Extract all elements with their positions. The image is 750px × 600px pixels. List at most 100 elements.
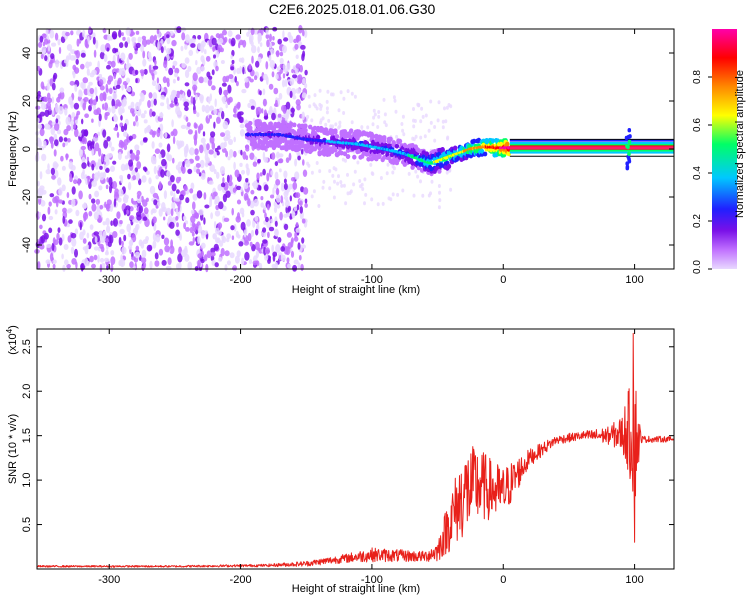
noise-cell <box>62 142 66 148</box>
noise-cell <box>292 181 298 190</box>
signal-cell <box>364 151 370 157</box>
noise-cell <box>240 149 243 156</box>
noise-cell <box>196 66 202 75</box>
noise-cell <box>73 179 78 185</box>
noise-cell <box>49 59 53 65</box>
noise-cell <box>353 169 357 174</box>
noise-cell <box>125 77 131 84</box>
noise-cell <box>334 122 338 127</box>
noise-cell <box>114 188 120 197</box>
noise-cell <box>211 141 216 150</box>
bottom-y-axis-label: SNR (10 * v/v) <box>7 414 19 484</box>
noise-cell <box>75 58 79 65</box>
noise-cell <box>97 158 102 166</box>
noise-cell <box>263 205 267 211</box>
noise-cell <box>49 252 54 262</box>
noise-cell <box>50 167 56 176</box>
noise-cell <box>127 173 131 180</box>
noise-cell <box>268 256 271 262</box>
noise-cell <box>269 59 275 69</box>
noise-cell <box>285 200 290 208</box>
noise-cell <box>133 121 136 127</box>
carrier-band <box>509 143 674 146</box>
noise-cell <box>372 115 376 120</box>
noise-cell <box>113 198 117 208</box>
noise-cell <box>252 219 256 228</box>
signal-cell <box>297 123 302 129</box>
noise-cell <box>172 157 175 164</box>
noise-cell <box>253 198 259 207</box>
noise-cell <box>209 93 212 102</box>
noise-cell <box>246 219 251 227</box>
noise-cell <box>299 200 303 207</box>
noise-cell <box>277 159 283 164</box>
noise-cell <box>41 153 47 162</box>
noise-cell <box>220 247 225 257</box>
x-tick-label: -100 <box>361 274 383 286</box>
noise-cell <box>170 175 175 183</box>
noise-cell <box>198 94 204 101</box>
noise-cell <box>103 102 109 111</box>
noise-cell <box>331 124 335 129</box>
noise-cell <box>116 211 121 220</box>
noise-cell <box>252 180 259 190</box>
noise-cell <box>105 167 110 173</box>
noise-cell <box>153 165 157 175</box>
noise-cell <box>295 63 301 69</box>
noise-cell <box>152 216 157 224</box>
noise-cell <box>66 44 73 51</box>
noise-cell <box>245 163 249 169</box>
noise-cell <box>276 187 279 196</box>
noise-cell <box>280 254 286 262</box>
noise-cell <box>337 174 340 179</box>
noise-cell <box>253 156 258 162</box>
noise-cell <box>263 156 269 163</box>
noise-cell <box>393 98 397 103</box>
noise-cell <box>134 167 138 173</box>
noise-cell <box>370 197 374 202</box>
noise-cell <box>222 29 227 36</box>
noise-cell <box>259 90 262 96</box>
noise-cell <box>49 29 55 39</box>
noise-cell <box>167 180 172 186</box>
noise-cell <box>120 177 124 184</box>
noise-cell <box>259 172 263 177</box>
noise-cell <box>263 115 269 120</box>
noise-cell <box>229 252 235 259</box>
noise-cell <box>186 122 191 127</box>
noise-cell <box>217 222 223 229</box>
noise-cell <box>290 250 295 258</box>
noise-cell <box>233 161 236 171</box>
noise-cell <box>45 169 51 175</box>
noise-cell <box>150 99 154 108</box>
noise-cell <box>179 93 183 101</box>
signal-cell <box>482 151 488 157</box>
noise-cell <box>251 55 254 64</box>
signal-cell <box>471 138 477 144</box>
colorbar-tick-label: 0.6 <box>692 118 703 132</box>
noise-cell <box>227 97 231 106</box>
signal-cell <box>626 134 631 140</box>
noise-cell <box>142 239 149 245</box>
signal-cell <box>627 159 632 164</box>
signal-cell <box>490 138 496 144</box>
noise-cell <box>262 98 267 107</box>
noise-cell <box>105 217 110 226</box>
noise-cell <box>254 216 259 222</box>
noise-cell <box>101 262 106 269</box>
noise-cell <box>82 203 88 209</box>
noise-cell <box>436 118 440 123</box>
noise-cell <box>300 44 306 50</box>
noise-cell <box>361 187 365 191</box>
noise-cell <box>209 164 215 173</box>
noise-cell <box>263 73 268 81</box>
noise-cell <box>152 240 157 249</box>
noise-cell <box>267 203 270 209</box>
noise-cell <box>81 118 84 125</box>
noise-cell <box>151 80 157 87</box>
noise-cell <box>342 111 346 115</box>
noise-cell <box>278 92 283 100</box>
noise-cell <box>99 92 104 102</box>
noise-cell <box>47 124 51 130</box>
colorbar-tick-label: 0.2 <box>692 214 703 228</box>
